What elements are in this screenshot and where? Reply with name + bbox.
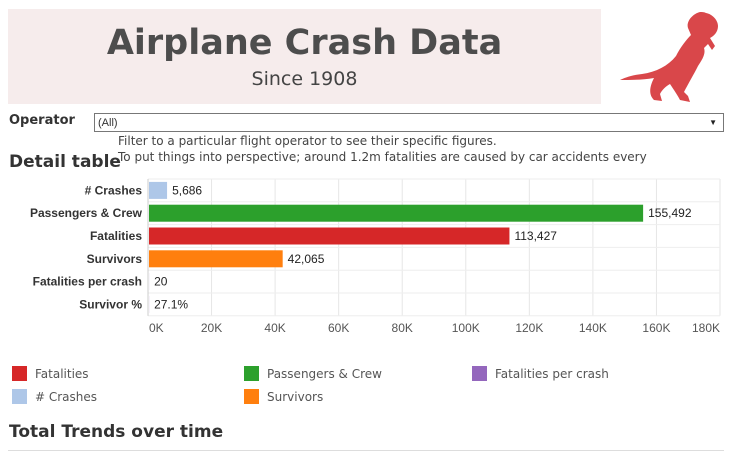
total-trends-title: Total Trends over time (9, 422, 224, 442)
data-bar (149, 181, 168, 199)
chevron-down-icon[interactable]: ▼ (709, 118, 717, 127)
trends-chart-top (8, 450, 724, 451)
legend-label: Survivors (267, 390, 324, 404)
detail-bar-chart: 0K 20K 40K 60K 80K 100K 120K 140K 160K 180K # Cras… (30, 178, 721, 335)
x-tick-label: 100K (452, 321, 480, 335)
filter-hint: Filter to a particular flight operator t… (118, 134, 497, 148)
legend-label: Passengers & Crew (267, 367, 382, 381)
category-label: Fatalities per crash (33, 275, 142, 289)
x-tick-label: 120K (515, 321, 543, 335)
data-bar (149, 250, 283, 268)
operator-select-value: (All) (98, 117, 118, 129)
operator-label: Operator (9, 113, 75, 128)
legend-swatch (244, 389, 259, 404)
data-label: 5,686 (172, 183, 202, 197)
x-tick-label: 0K (149, 321, 164, 335)
page-title: Airplane Crash Data (106, 23, 503, 63)
legend-swatch (472, 366, 487, 381)
legend-swatch (244, 366, 259, 381)
operator-select[interactable]: (All) ▼ (94, 113, 724, 132)
data-label: 42,065 (288, 252, 325, 266)
title-banner: Airplane Crash Data Since 1908 (8, 9, 601, 104)
data-label: 155,492 (648, 206, 692, 220)
data-label: 20 (154, 275, 168, 289)
detail-table-title: Detail table (9, 152, 121, 172)
data-label: 113,427 (514, 229, 557, 243)
legend-swatch (12, 366, 27, 381)
x-tick-label: 60K (328, 321, 349, 335)
x-tick-label: 140K (579, 321, 607, 335)
page-subtitle: Since 1908 (251, 68, 358, 90)
category-label: Passengers & Crew (30, 206, 143, 220)
legend-label: Fatalities per crash (495, 367, 609, 381)
legend-swatch (12, 389, 27, 404)
dinosaur-icon (620, 12, 718, 102)
x-tick-label: 160K (642, 321, 670, 335)
legend-label: Fatalities (35, 367, 89, 381)
x-tick-label: 180K (692, 321, 720, 335)
data-bar (149, 204, 644, 222)
category-label: Survivor % (79, 297, 142, 311)
category-label: # Crashes (85, 183, 143, 197)
x-tick-label: 20K (201, 321, 222, 335)
category-label: Fatalities (90, 229, 142, 243)
x-tick-label: 40K (264, 321, 285, 335)
category-label: Survivors (87, 252, 143, 266)
data-label: 27.1% (154, 297, 188, 311)
perspective-note: To put things into perspective; around 1… (118, 150, 647, 164)
legend-label: # Crashes (35, 390, 98, 404)
x-tick-label: 80K (392, 321, 413, 335)
data-bar (149, 227, 510, 245)
